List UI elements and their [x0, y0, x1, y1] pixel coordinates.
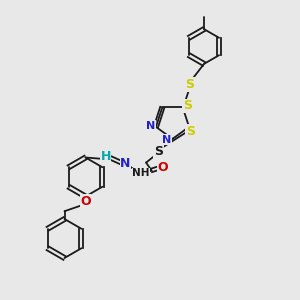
Text: O: O	[80, 195, 91, 208]
Text: N: N	[146, 121, 155, 131]
Text: S: S	[154, 145, 163, 158]
Text: O: O	[157, 160, 168, 174]
Text: S: S	[186, 125, 195, 138]
Text: NH: NH	[132, 168, 150, 178]
Text: N: N	[163, 135, 172, 145]
Text: N: N	[120, 157, 130, 170]
Text: S: S	[185, 78, 194, 91]
Text: H: H	[100, 150, 111, 163]
Text: S: S	[183, 99, 192, 112]
